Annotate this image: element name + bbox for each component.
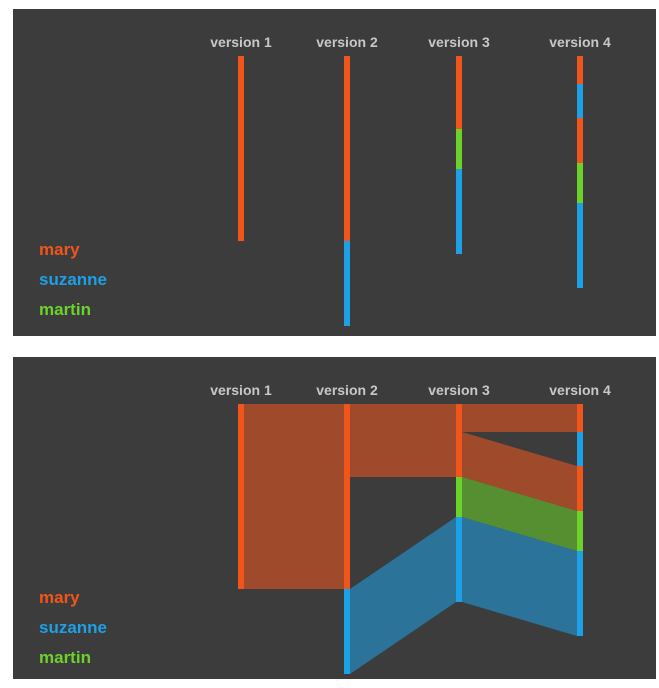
flow-suzanne-v3-v4 [462, 517, 577, 636]
legend: mary suzanne martin [39, 235, 107, 325]
version-label-3: version 3 [428, 34, 490, 50]
version-3-segment-martin [456, 129, 462, 169]
flow-mary-v3-v4 [462, 432, 577, 511]
version-flow-diagram: version 1 version 2 version 3 version 4 [210, 382, 611, 674]
version-2-segment-suzanne [344, 241, 350, 326]
version-3-segment-suzanne [456, 517, 462, 602]
legend-item-martin: martin [39, 300, 91, 319]
version-4-segment-suzanne [577, 432, 583, 466]
flow-mary-v3-v4 [462, 404, 577, 432]
version-label-2: version 2 [316, 382, 378, 398]
legend-item-mary: mary [39, 588, 80, 607]
version-bars-panel: version 1 version 2 version 3 version 4 mar… [13, 9, 656, 336]
version-3-segment-mary [456, 404, 462, 477]
version-label-4: version 4 [549, 382, 611, 398]
version-1-segment-mary [238, 56, 244, 241]
version-4-segment-suzanne [577, 551, 583, 636]
legend-item-martin: martin [39, 648, 91, 667]
flow-mary-v1-v2 [244, 404, 344, 589]
version-label-2: version 2 [316, 34, 378, 50]
version-label-1: version 1 [210, 34, 272, 50]
version-4-segment-martin [577, 163, 583, 203]
flow-mary-v2-v3 [350, 404, 456, 477]
version-1-segment-mary [238, 404, 244, 589]
legend: mary suzanne martin [39, 583, 107, 673]
version-4-segment-mary [577, 118, 583, 163]
version-4-segment-martin [577, 511, 583, 551]
version-4-segment-suzanne [577, 203, 583, 288]
legend-item-mary: mary [39, 240, 80, 259]
flow-suzanne-v2-v3 [350, 517, 456, 674]
version-3-segment-suzanne [456, 169, 462, 254]
version-4-segment-mary [577, 404, 583, 432]
version-label-1: version 1 [210, 382, 272, 398]
version-4-segment-mary [577, 56, 583, 84]
legend-item-suzanne: suzanne [39, 618, 108, 637]
version-3-segment-mary [456, 56, 462, 129]
version-2-segment-mary [344, 56, 350, 241]
version-label-4: version 4 [549, 34, 611, 50]
version-label-3: version 3 [428, 382, 490, 398]
version-2-segment-suzanne [344, 589, 350, 674]
version-bars-diagram: version 1 version 2 version 3 version 4 [210, 34, 611, 326]
version-4-segment-suzanne [577, 84, 583, 118]
legend-item-suzanne: suzanne [39, 270, 108, 289]
version-2-segment-mary [344, 404, 350, 589]
flow-martin-v3-v4 [462, 477, 577, 551]
version-3-segment-martin [456, 477, 462, 517]
version-4-segment-mary [577, 466, 583, 511]
version-flow-panel: version 1 version 2 version 3 version 4 mar… [13, 357, 656, 679]
